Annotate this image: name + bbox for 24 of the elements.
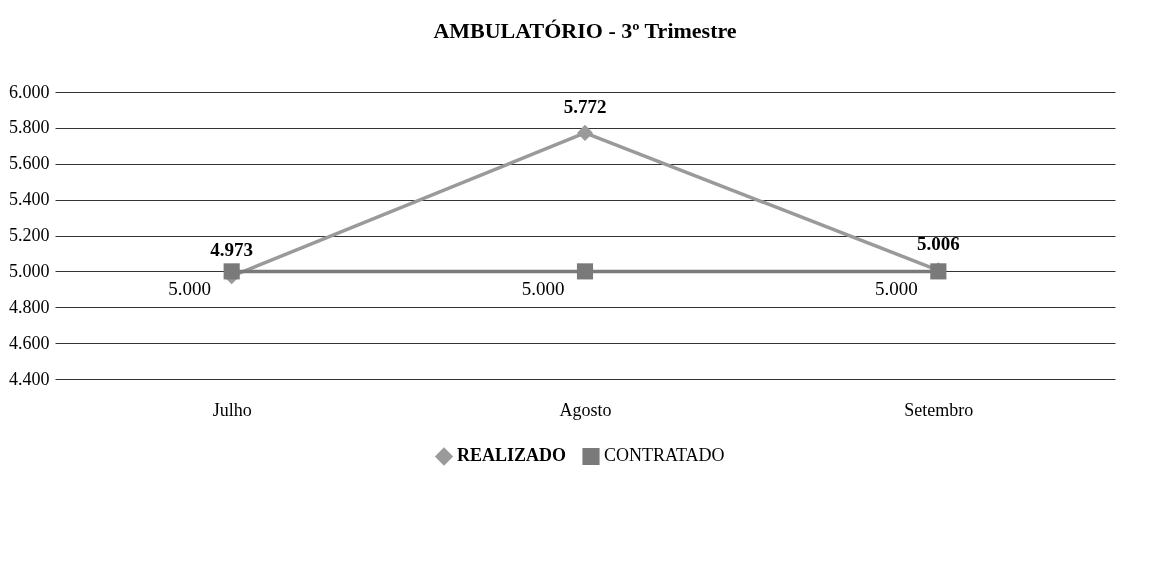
x-tick-label: Julho [212,399,252,420]
y-tick-label: 6.000 [9,81,50,102]
y-tick-label: 4.600 [9,332,50,353]
data-label: 5.772 [563,95,607,117]
data-label: 5.006 [916,233,960,255]
point [576,124,594,141]
legend-label: CONTRATADO [604,445,725,466]
data-label: 4.973 [210,239,254,261]
data-label: 5.000 [521,278,565,300]
point [223,263,240,280]
data-label: 5.000 [168,278,212,300]
data-label: 5.000 [874,278,918,300]
y-tick-label: 4.800 [9,296,50,317]
x-tick-label: Setembro [904,399,974,420]
x-tick-label: Agosto [559,399,612,420]
y-tick-label: 5.000 [9,260,50,281]
y-tick-label: 5.400 [9,189,50,210]
legend-label: REALIZADO [457,445,567,466]
y-tick-label: 5.800 [9,117,50,138]
y-tick-label: 5.200 [9,225,50,245]
y-tick-label: 5.600 [9,153,50,174]
y-tick-label: 4.400 [9,368,50,389]
chart-title: AMBULATÓRIO - 3º Trimestre [433,18,737,43]
point [576,263,594,280]
